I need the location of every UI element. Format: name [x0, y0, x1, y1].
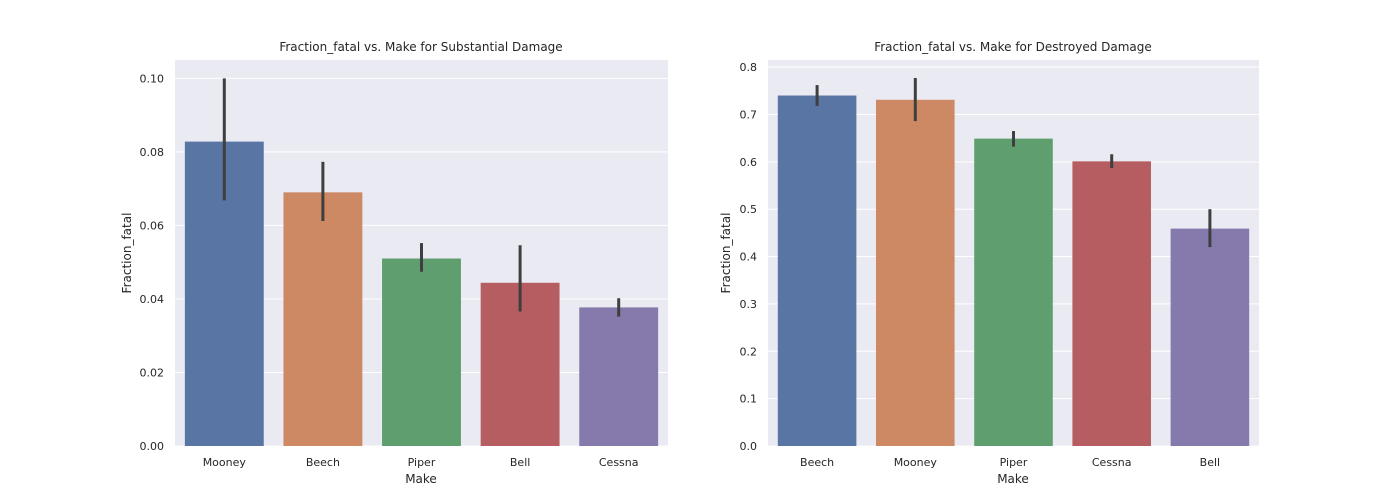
bar-cessna	[1072, 161, 1151, 446]
x-tick-label: Bell	[510, 456, 530, 469]
bar-piper	[382, 258, 461, 446]
x-tick-labels: Beech Mooney Piper Cessna Bell	[800, 456, 1220, 469]
bar-beech	[283, 192, 363, 446]
x-tick-label: Mooney	[203, 456, 247, 469]
x-tick-label: Cessna	[599, 456, 639, 469]
x-tick-label: Beech	[306, 456, 340, 469]
bar-beech	[777, 95, 857, 446]
chart-title: Fraction_fatal vs. Make for Destroyed Da…	[874, 40, 1152, 54]
x-tick-label: Piper	[1000, 456, 1028, 469]
error-bars	[815, 77, 1212, 248]
x-tick-label: Mooney	[894, 456, 938, 469]
bar-bell	[1170, 228, 1250, 446]
bar-piper	[974, 138, 1053, 447]
x-tick-label: Piper	[408, 456, 436, 469]
y-axis-label: Fraction_fatal	[120, 213, 134, 294]
y-tick-label: 0.06	[140, 219, 165, 232]
bar-cessna	[579, 307, 659, 446]
y-tick-label: 0.2	[740, 345, 758, 358]
y-tick-label: 0.00	[140, 440, 165, 453]
chart-substantial-damage: Fraction_fatal vs. Make for Substantial …	[120, 40, 668, 486]
x-tick-label: Beech	[800, 456, 834, 469]
x-tick-labels: Mooney Beech Piper Bell Cessna	[203, 456, 639, 469]
y-tick-label: 0.04	[140, 293, 165, 306]
y-tick-label: 0.1	[740, 393, 758, 406]
x-tick-label: Cessna	[1092, 456, 1132, 469]
error-bars	[222, 78, 621, 317]
chart-destroyed-damage: Fraction_fatal vs. Make for Destroyed Da…	[719, 40, 1259, 486]
y-tick-label: 0.3	[740, 298, 758, 311]
y-tick-label: 0.10	[140, 72, 165, 85]
bar-mooney	[876, 99, 955, 446]
y-tick-label: 0.7	[740, 108, 758, 121]
x-tick-label: Bell	[1200, 456, 1220, 469]
y-tick-label: 0.08	[140, 146, 165, 159]
chart-title: Fraction_fatal vs. Make for Substantial …	[279, 40, 562, 54]
y-tick-label: 0.4	[740, 251, 758, 264]
y-tick-label: 0.5	[740, 203, 758, 216]
y-tick-label: 0.6	[740, 156, 758, 169]
x-axis-label: Make	[997, 472, 1029, 486]
y-tick-labels: 0.00 0.02 0.04 0.06 0.08 0.10	[140, 72, 165, 453]
bars	[777, 95, 1250, 447]
y-tick-labels: 0.0 0.1 0.2 0.3 0.4 0.5 0.6 0.7 0.8	[740, 61, 758, 453]
x-axis-label: Make	[405, 472, 437, 486]
y-tick-label: 0.8	[740, 61, 758, 74]
y-tick-label: 0.0	[740, 440, 758, 453]
y-axis-label: Fraction_fatal	[719, 213, 733, 294]
y-tick-label: 0.02	[140, 366, 165, 379]
